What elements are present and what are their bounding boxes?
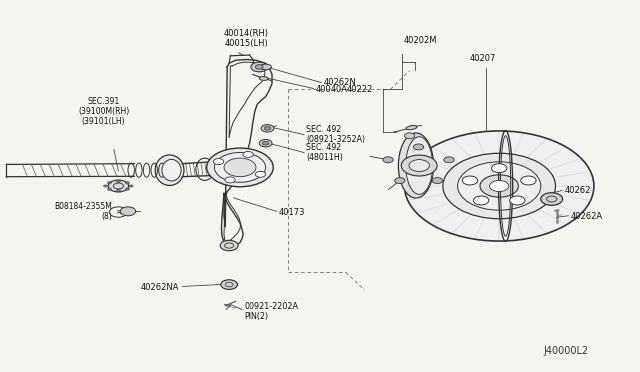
Circle shape [213,158,223,164]
Text: 00921-2202A
PIN(2): 00921-2202A PIN(2) [244,302,298,321]
Circle shape [509,196,525,205]
Circle shape [480,175,518,197]
Circle shape [401,155,437,176]
Circle shape [432,177,442,183]
Circle shape [409,160,429,171]
Circle shape [413,144,424,150]
Text: R: R [116,209,120,215]
Text: 40222: 40222 [346,85,372,94]
Circle shape [214,153,266,182]
Text: 40262NA: 40262NA [141,283,179,292]
Circle shape [404,133,415,139]
Text: SEC. 492
(48011H): SEC. 492 (48011H) [306,143,342,162]
Circle shape [207,148,273,187]
Circle shape [492,164,507,173]
Circle shape [264,126,271,130]
Text: J40000L2: J40000L2 [543,346,589,356]
Circle shape [261,125,274,132]
Text: 40173: 40173 [278,208,305,217]
Circle shape [395,177,405,183]
Circle shape [458,162,541,210]
Ellipse shape [398,133,434,198]
Text: 40262N: 40262N [323,78,356,87]
Circle shape [255,171,266,177]
Circle shape [108,188,111,190]
Ellipse shape [162,159,181,181]
Circle shape [462,176,477,185]
Circle shape [225,177,235,183]
Ellipse shape [259,77,268,80]
Circle shape [125,188,129,190]
Circle shape [383,157,393,163]
Circle shape [220,240,238,251]
Circle shape [443,153,556,219]
Circle shape [108,182,111,184]
Circle shape [521,176,536,185]
Circle shape [129,185,133,187]
Circle shape [108,180,129,192]
Circle shape [259,140,272,147]
Ellipse shape [406,125,417,130]
Circle shape [255,65,263,69]
Ellipse shape [156,155,184,185]
Circle shape [243,151,253,157]
Circle shape [125,182,129,184]
Text: 40202M: 40202M [403,36,436,45]
Circle shape [262,141,269,145]
Circle shape [541,193,563,205]
Circle shape [104,185,108,187]
Circle shape [404,131,594,241]
Circle shape [221,280,237,289]
Text: 40207: 40207 [470,54,497,63]
Text: SEC.391
(39100M(RH)
(39101(LH): SEC.391 (39100M(RH) (39101(LH) [78,97,129,126]
Ellipse shape [260,64,271,70]
Circle shape [116,189,120,192]
Circle shape [251,62,268,72]
Ellipse shape [406,137,433,194]
Text: B08184-2355M
(8): B08184-2355M (8) [54,202,112,221]
Circle shape [120,207,136,216]
Text: 40040A: 40040A [316,85,348,94]
Circle shape [474,196,489,205]
Text: 40014(RH)
40015(LH): 40014(RH) 40015(LH) [224,29,269,48]
Text: 40262A: 40262A [570,212,602,221]
Text: 40262: 40262 [564,186,591,195]
Circle shape [444,157,454,163]
Text: SEC. 492
(08921-3252A): SEC. 492 (08921-3252A) [306,125,365,144]
Circle shape [490,180,509,192]
Circle shape [224,158,256,177]
Circle shape [116,180,120,183]
